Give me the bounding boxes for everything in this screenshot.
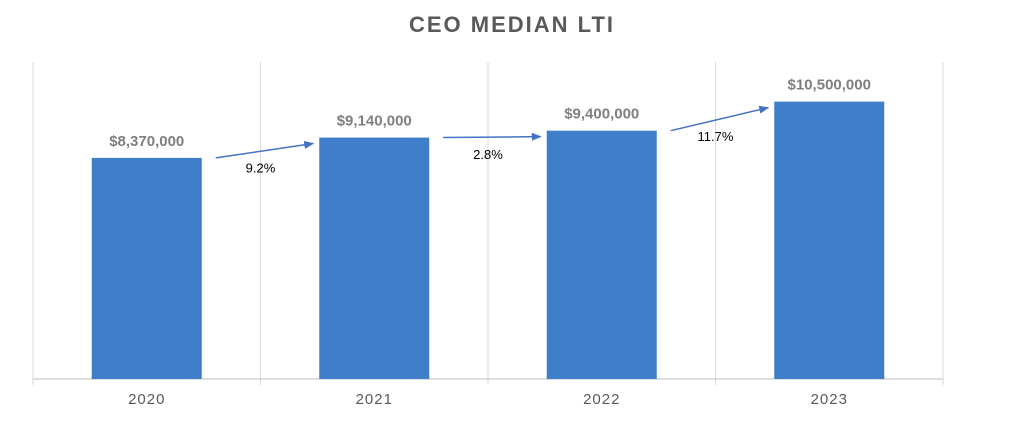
- change-arrow-3: [670, 105, 770, 132]
- x-tick-label-2021: 2021: [356, 391, 393, 408]
- x-tick-label-2022: 2022: [583, 391, 620, 408]
- change-label-1: 9.2%: [246, 161, 276, 176]
- change-label-3: 11.7%: [698, 129, 734, 144]
- change-arrow-1: [215, 140, 315, 159]
- change-arrows: [215, 105, 770, 159]
- chart-title: CEO MEDIAN LTI: [408, 12, 616, 37]
- data-label-2022: $9,400,000: [564, 106, 639, 123]
- bar-2023: [774, 101, 885, 379]
- bar-2021: [319, 137, 430, 379]
- x-tick-label-2023: 2023: [811, 391, 848, 408]
- data-label-2023: $10,500,000: [788, 77, 871, 94]
- data-label-2020: $8,370,000: [109, 133, 184, 150]
- data-label-2021: $9,140,000: [337, 113, 412, 130]
- bar-2022: [546, 130, 657, 379]
- change-label-2: 2.8%: [473, 147, 503, 162]
- bar-2020: [91, 157, 202, 379]
- labels: $8,370,000 2020 $9,140,000 2021 $9,400,000 20…: [109, 77, 871, 408]
- bars: [91, 101, 885, 379]
- x-tick-label-2020: 2020: [128, 391, 165, 408]
- change-arrow-2: [443, 132, 542, 141]
